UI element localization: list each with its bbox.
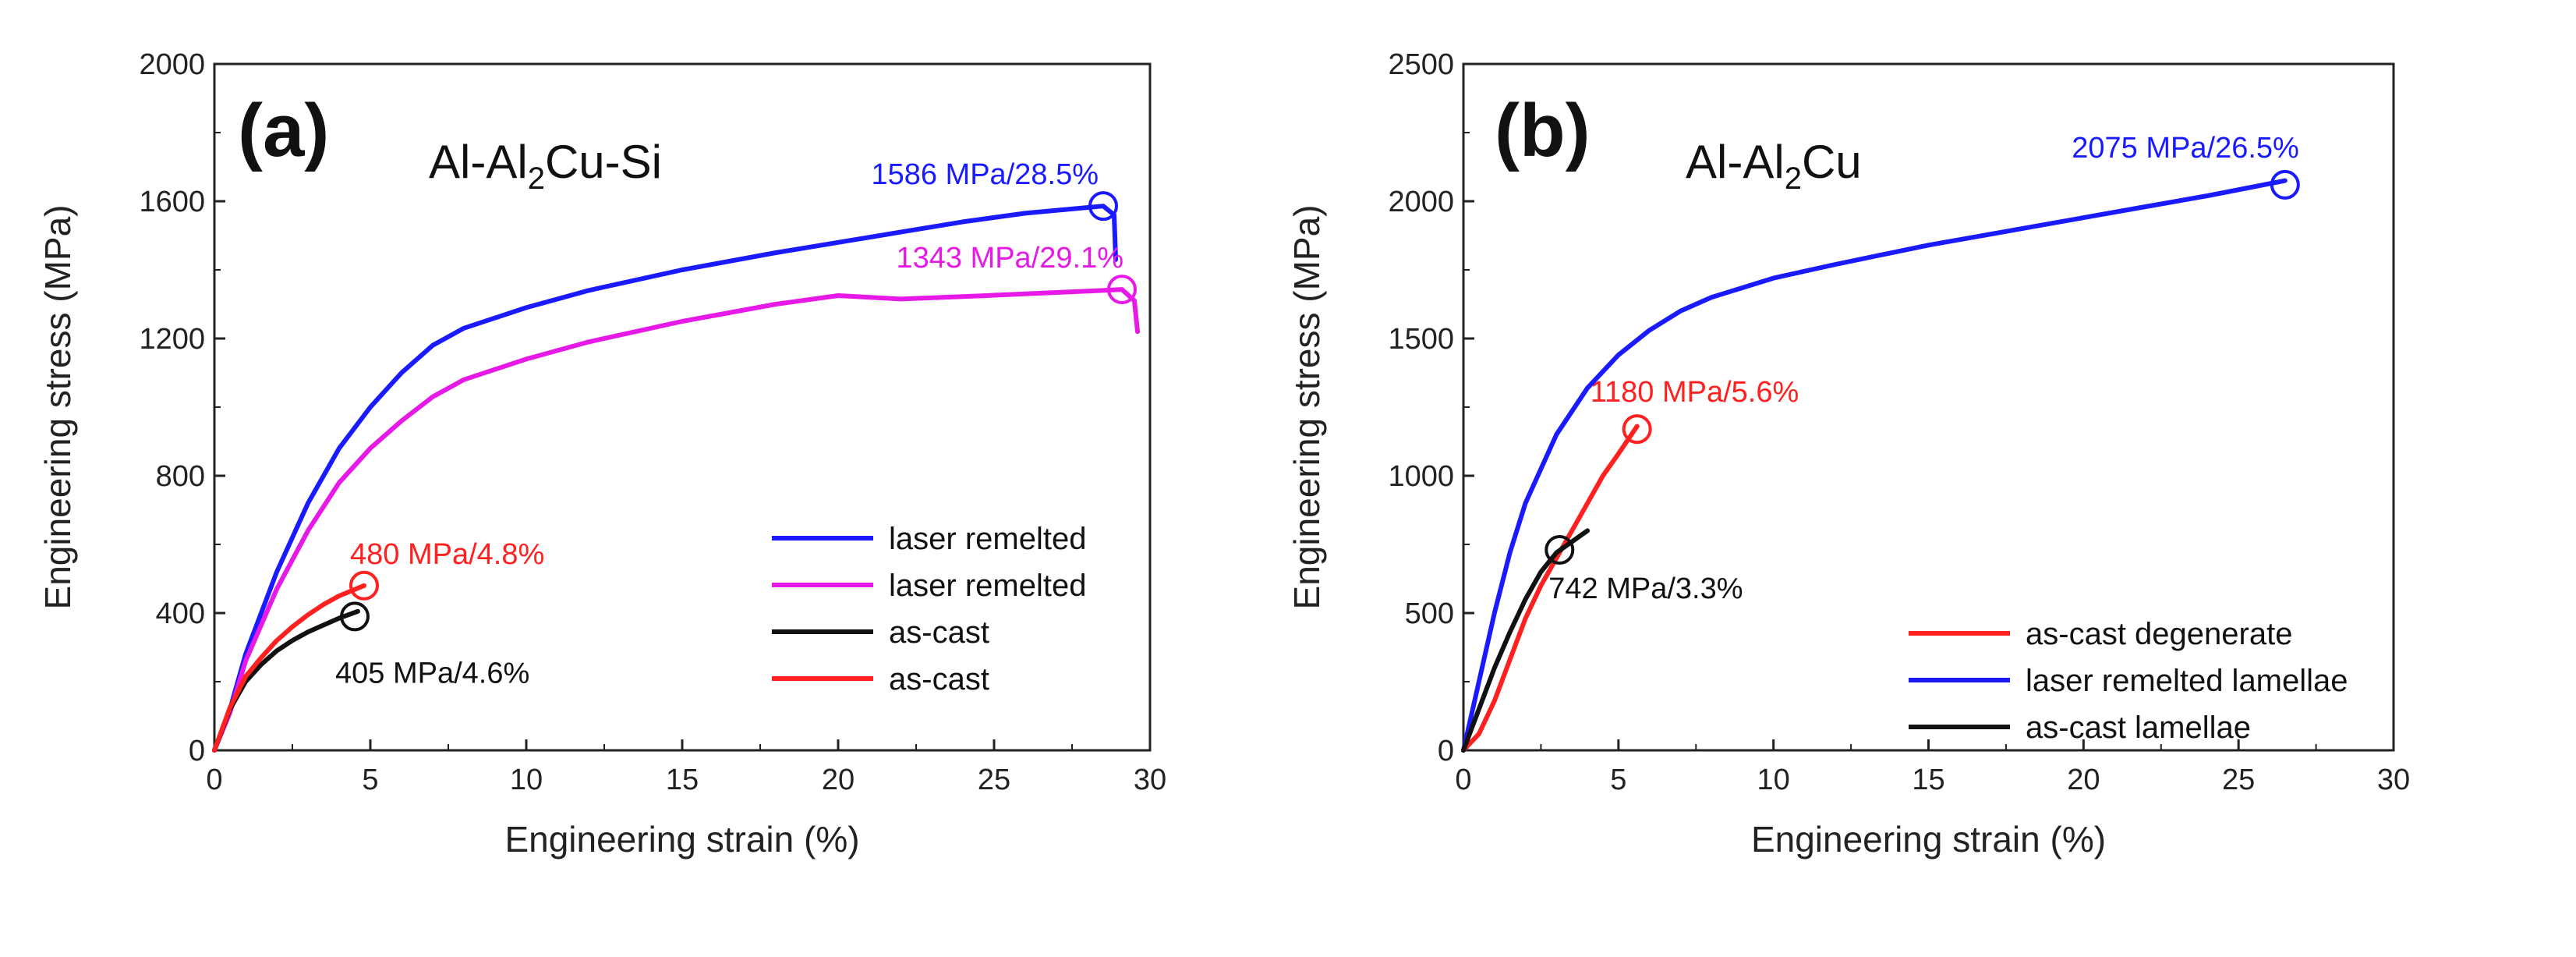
data-label: 1180 MPa/5.6%	[1591, 376, 1799, 409]
data-label: 742 MPa/3.3%	[1548, 572, 1743, 605]
y-axis-label: Engineering stress (MPa)	[1288, 205, 1327, 610]
legend-label: as-cast degenerate	[2026, 617, 2292, 651]
y-tick-label: 2500	[1388, 48, 1454, 81]
series-line	[1461, 178, 2288, 753]
x-tick-label: 10	[1757, 764, 1790, 796]
x-tick-label: 30	[2377, 764, 2410, 796]
y-tick-label: 1200	[139, 323, 205, 356]
y-tick-label: 1000	[1388, 460, 1454, 493]
chart-panel-a: 0 5 10 15 20 25 30 0 400 800 1200 1600 2000 Engineeri…	[37, 48, 1166, 860]
x-axis-label: Engineering strain (%)	[504, 819, 859, 860]
y-tick-label: 1500	[1388, 323, 1454, 356]
y-tick-label: 2000	[1388, 186, 1454, 218]
panel-label: (b)	[1495, 89, 1591, 172]
x-tick-label: 5	[1610, 764, 1626, 796]
legend-label: as-cast lamellae	[2026, 711, 2251, 745]
x-tick-label: 20	[822, 764, 855, 796]
y-tick-label: 800	[156, 460, 205, 493]
legend-label: laser remelted	[889, 569, 1086, 603]
data-label: 2075 MPa/26.5%	[2072, 132, 2299, 165]
series-line	[1461, 528, 1591, 753]
y-tick-label: 2000	[139, 48, 205, 81]
x-tick-label: 0	[1455, 764, 1471, 796]
y-axis-label: Engineering stress (MPa)	[37, 205, 78, 610]
fracture-marker	[340, 601, 370, 632]
legend-label: laser remelted	[889, 522, 1086, 556]
fracture-marker	[1088, 191, 1118, 222]
fracture-marker	[1545, 535, 1575, 565]
fracture-marker	[1622, 414, 1652, 445]
x-tick-label: 10	[510, 764, 543, 796]
x-tick-label: 15	[666, 764, 699, 796]
chart-title: Al-Al2Cu	[1686, 136, 1862, 196]
x-tick-label: 0	[206, 764, 222, 796]
chart-title: Al-Al2Cu-Si	[429, 136, 662, 196]
legend-label: laser remelted lamellae	[2026, 664, 2348, 698]
x-tick-label: 5	[362, 764, 378, 796]
y-tick-label: 400	[156, 597, 205, 630]
legend-label: as-cast	[889, 615, 989, 650]
legend-label: as-cast	[889, 662, 989, 696]
series-line	[212, 204, 1118, 753]
series-line	[212, 287, 1140, 753]
x-tick-label: 25	[2222, 764, 2255, 796]
y-tick-label: 1600	[139, 186, 205, 218]
y-tick-label: 0	[1438, 735, 1454, 767]
x-tick-label: 30	[1134, 764, 1166, 796]
data-label: 1343 MPa/29.1%	[896, 242, 1123, 275]
fracture-marker	[1107, 275, 1137, 305]
data-label: 480 MPa/4.8%	[350, 538, 544, 571]
x-tick-label: 25	[978, 764, 1010, 796]
y-tick-label: 0	[189, 735, 205, 767]
series-line	[1461, 424, 1640, 753]
data-label: 405 MPa/4.6%	[335, 657, 529, 689]
x-axis-label: Engineering strain (%)	[1751, 819, 2106, 860]
data-label: 1586 MPa/28.5%	[871, 158, 1099, 191]
x-tick-label: 15	[1912, 764, 1944, 796]
chart-panel-b: 0 5 10 15 20 25 30 0 500 1000 1500 2000 2500 Engineer…	[1288, 48, 2410, 860]
series-line	[212, 583, 366, 753]
y-tick-label: 500	[1405, 597, 1454, 630]
x-tick-label: 20	[2067, 764, 2100, 796]
panel-label: (a)	[238, 89, 329, 172]
fracture-marker	[2270, 169, 2300, 200]
fracture-marker	[349, 570, 379, 601]
